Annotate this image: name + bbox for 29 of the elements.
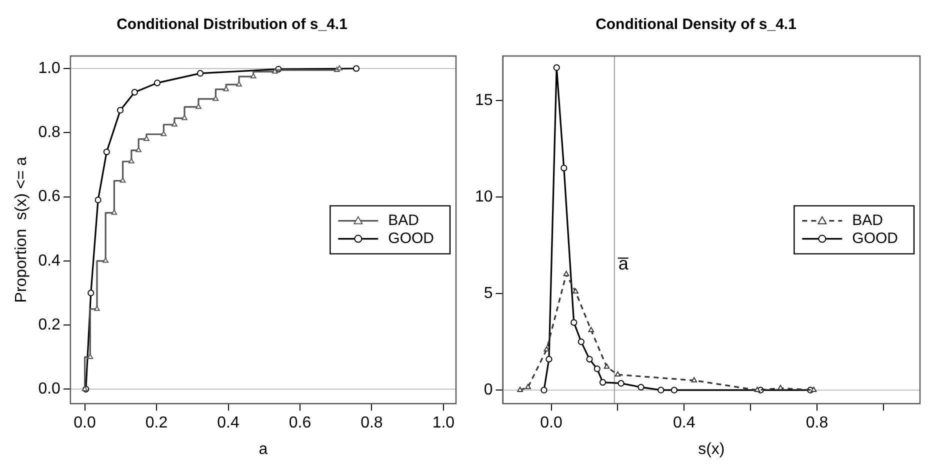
y-tick-label: 15 [475, 92, 493, 109]
legend-label: BAD [852, 212, 884, 229]
y-tick-label: 10 [475, 188, 493, 206]
y-tick-label: 0.4 [38, 252, 61, 270]
chart-title: Conditional Distribution of s_4.1 [116, 16, 348, 34]
chart-title: Conditional Density of s_4.1 [596, 16, 796, 34]
y-tick-label: 0 [484, 381, 493, 398]
x-tick-label: 0.8 [806, 414, 828, 432]
legend-label: GOOD [852, 230, 898, 247]
x-tick-label: 0.4 [217, 414, 240, 432]
x-tick-label: 1.0 [432, 414, 455, 432]
y-tick-label: 1.0 [38, 60, 61, 77]
x-tick-label: 0.0 [74, 414, 96, 432]
legend-label: GOOD [388, 230, 434, 247]
x-tick-label: 0.4 [673, 414, 696, 432]
y-tick-label: 0.6 [38, 188, 61, 206]
x-axis-title: s(x) [698, 440, 725, 458]
y-tick-label: 5 [484, 284, 493, 302]
ref-line-label: a̅ [617, 254, 630, 274]
y-tick-label: 0.2 [38, 316, 61, 334]
x-tick-label: 0.0 [540, 414, 563, 432]
y-tick-label: 0.0 [38, 380, 61, 398]
legend-label: BAD [388, 212, 420, 229]
y-axis-title: Proportion s(x) <= a [13, 156, 30, 303]
y-tick-label: 0.8 [38, 124, 61, 142]
x-tick-label: 0.6 [288, 414, 312, 432]
x-axis-title: a [258, 440, 268, 458]
x-tick-label: 0.8 [360, 414, 383, 432]
x-tick-label: 0.2 [145, 414, 168, 432]
